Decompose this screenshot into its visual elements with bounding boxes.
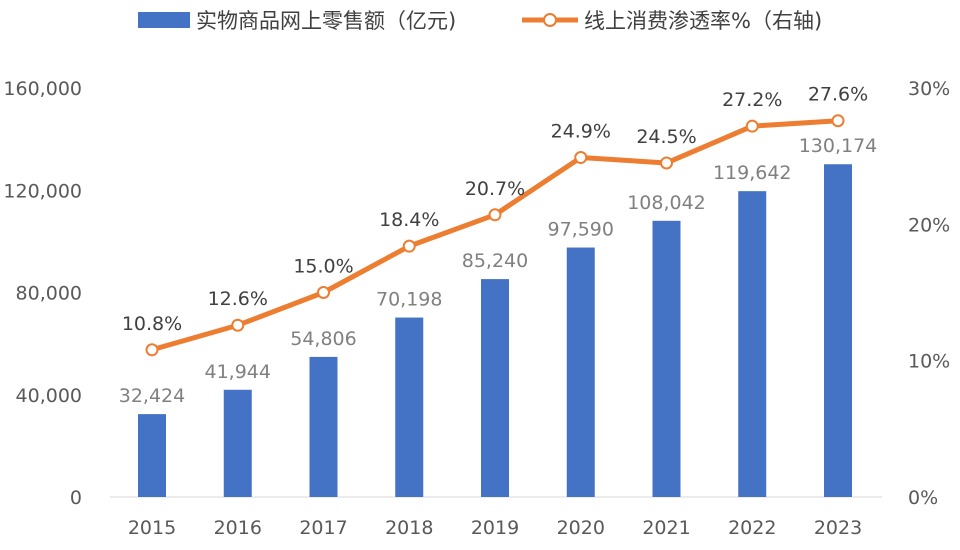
legend-bar-swatch	[138, 12, 190, 28]
x-tick-label: 2018	[385, 517, 433, 539]
line-marker	[831, 114, 845, 128]
x-tick-label: 2019	[471, 517, 519, 539]
legend-line-label: 线上消费渗透率%（右轴)	[584, 9, 822, 33]
y-right-tick-label: 20%	[908, 214, 950, 236]
bar	[309, 356, 338, 497]
line-marker	[488, 208, 502, 222]
y-right-tick-label: 10%	[908, 351, 950, 373]
line-data-label: 20.7%	[465, 178, 525, 200]
line-marker	[317, 286, 330, 299]
x-tick-label: 2016	[214, 517, 262, 539]
y-right-tick-label: 30%	[908, 78, 950, 100]
bar	[824, 164, 852, 497]
line-data-label: 24.9%	[551, 121, 611, 143]
bar-data-label: 85,240	[462, 250, 528, 272]
line-data-label: 15.0%	[293, 256, 353, 278]
bar-data-label: 97,590	[548, 219, 614, 241]
legend-bar-label: 实物商品网上零售额（亿元)	[196, 9, 456, 33]
x-tick-label: 2015	[128, 517, 176, 539]
bar-data-label: 119,642	[713, 162, 792, 184]
bar-data-label: 41,944	[205, 361, 271, 383]
x-tick-label: 2021	[642, 517, 690, 539]
line-data-label: 18.4%	[379, 209, 439, 231]
y-left-tick-label: 160,000	[3, 78, 82, 100]
line-data-label: 24.5%	[636, 126, 696, 148]
line-data-label: 10.8%	[122, 313, 182, 335]
line-marker	[145, 343, 159, 357]
x-tick-label: 2017	[299, 517, 347, 539]
line-marker	[660, 156, 673, 170]
bar-data-label: 54,806	[290, 328, 356, 350]
legend-line-marker	[543, 13, 557, 27]
x-tick-label: 2020	[557, 517, 605, 539]
y-left-tick-label: 0	[70, 487, 82, 509]
bar-data-label: 130,174	[799, 135, 878, 157]
line-marker	[402, 239, 416, 253]
line-marker	[231, 318, 245, 332]
bar	[138, 414, 166, 497]
bar	[395, 317, 424, 497]
bar	[566, 247, 595, 497]
x-tick-label: 2023	[814, 517, 862, 539]
y-left-tick-label: 80,000	[16, 283, 82, 305]
line-data-label: 27.6%	[808, 84, 868, 106]
x-tick-label: 2022	[728, 517, 776, 539]
bar-data-label: 108,042	[627, 192, 706, 214]
line-data-label: 12.6%	[208, 288, 268, 310]
line-marker	[745, 119, 759, 133]
bar-data-label: 70,198	[376, 289, 442, 311]
y-right-tick-label: 0%	[908, 487, 938, 509]
line-marker	[574, 151, 588, 165]
line-data-label: 27.2%	[722, 89, 782, 111]
y-left-tick-label: 120,000	[3, 180, 82, 202]
bar	[652, 220, 681, 498]
bar-data-label: 32,424	[119, 385, 185, 407]
bar	[223, 389, 252, 497]
bar	[481, 279, 509, 497]
y-left-tick-label: 40,000	[16, 385, 82, 407]
bar	[738, 191, 767, 497]
